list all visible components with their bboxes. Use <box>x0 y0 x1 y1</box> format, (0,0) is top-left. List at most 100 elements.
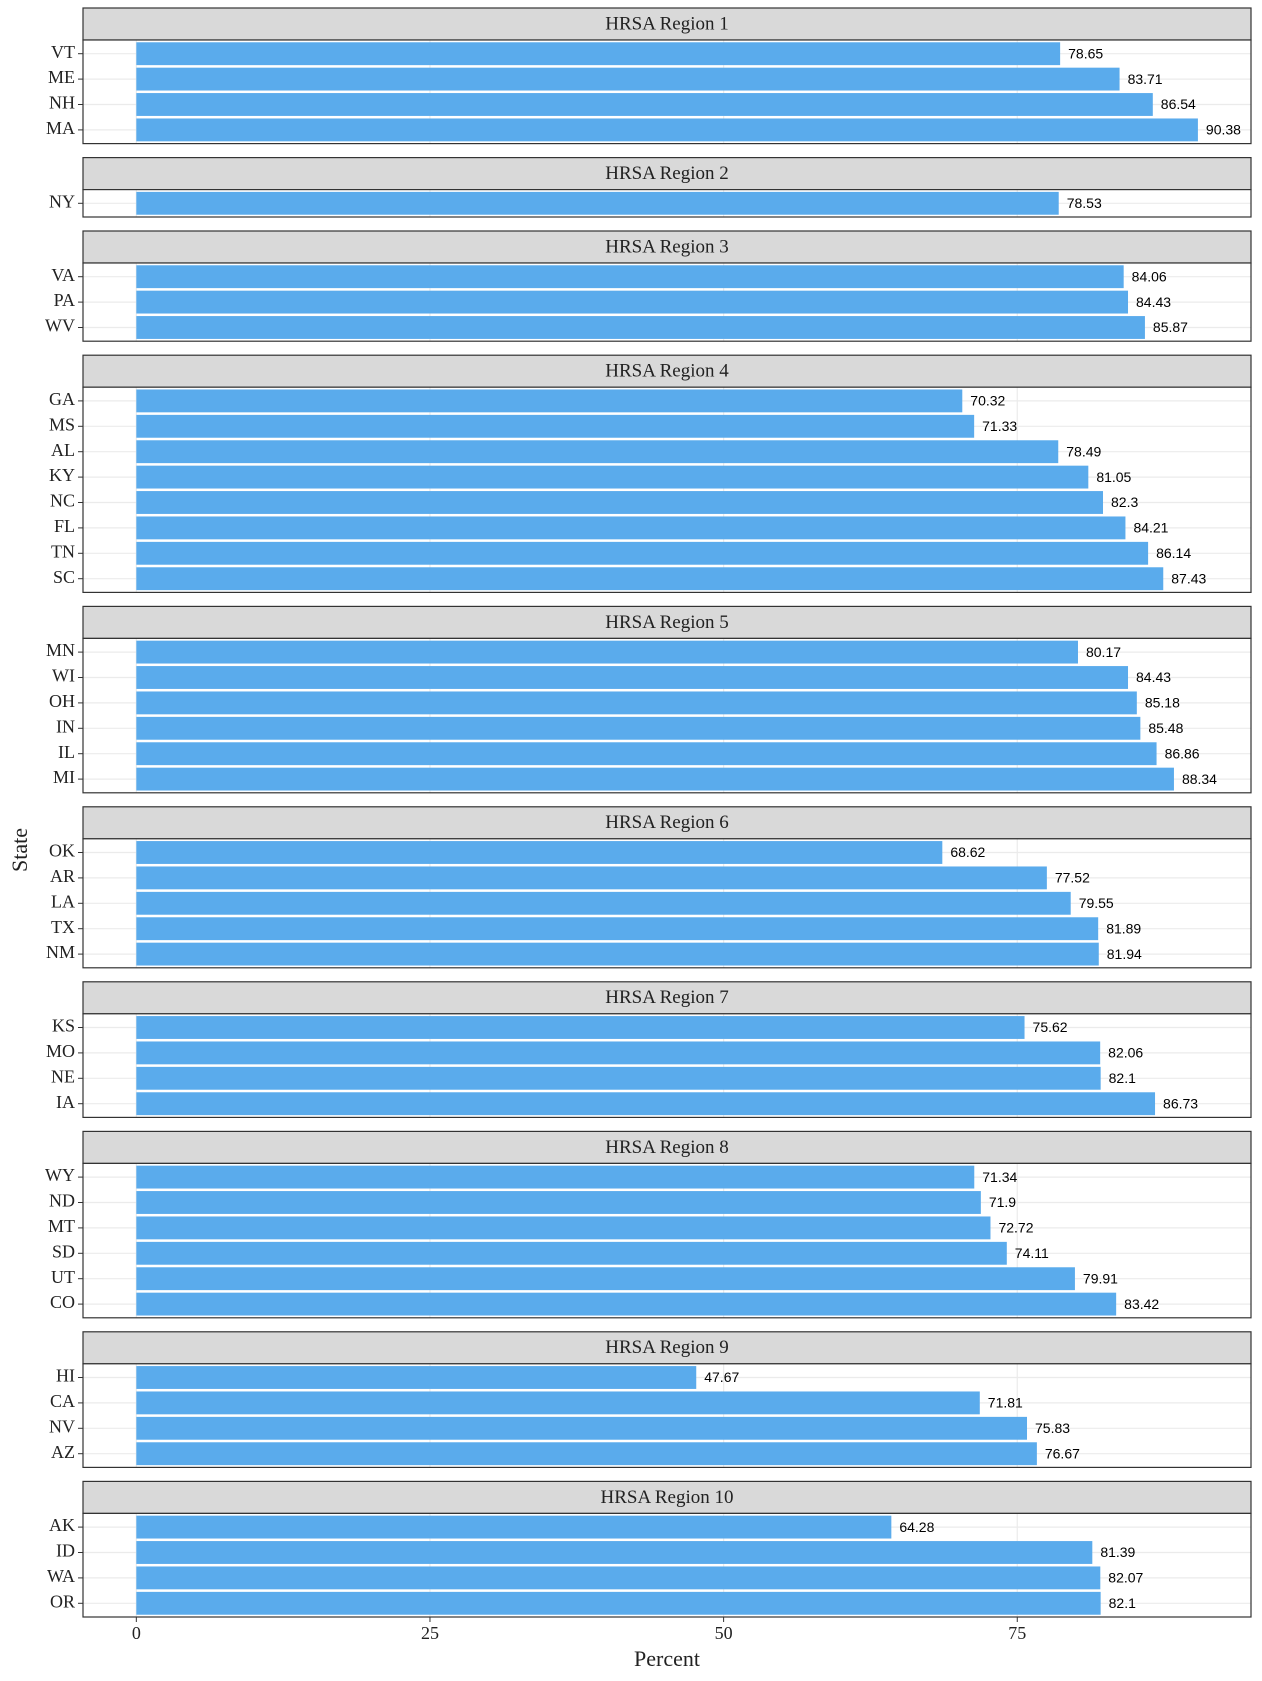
y-tick-label: WY <box>45 1165 75 1185</box>
value-label: 87.43 <box>1171 570 1206 586</box>
bar <box>136 917 1099 941</box>
value-label: 75.83 <box>1035 1420 1070 1436</box>
panel-border <box>82 189 1252 218</box>
bar <box>136 67 1120 91</box>
panel-title: HRSA Region 3 <box>605 236 729 257</box>
value-label: 81.89 <box>1106 920 1141 936</box>
panel-border <box>82 1162 1252 1319</box>
y-tick-label: CO <box>50 1292 75 1312</box>
bar <box>136 541 1149 565</box>
value-label: 70.32 <box>970 393 1005 409</box>
bar <box>136 491 1104 514</box>
bar <box>136 1566 1101 1590</box>
value-label: 71.34 <box>982 1169 1017 1185</box>
y-tick-label: AR <box>50 866 75 886</box>
bar <box>136 1016 1025 1039</box>
panel-border <box>82 1013 1252 1118</box>
bar <box>136 516 1126 540</box>
value-label: 84.43 <box>1136 294 1171 310</box>
y-tick-label: SD <box>52 1241 75 1261</box>
panel-title: HRSA Region 5 <box>605 612 729 633</box>
bar <box>136 316 1145 339</box>
y-axis-title: State <box>7 828 32 872</box>
x-axis-title: Percent <box>634 1646 700 1671</box>
y-tick-label: VT <box>51 42 75 62</box>
value-label: 77.52 <box>1055 870 1090 886</box>
value-label: 85.18 <box>1145 695 1180 711</box>
y-tick-label: TX <box>51 917 75 937</box>
y-tick-label: IL <box>58 742 75 762</box>
y-tick-label: AK <box>49 1515 75 1535</box>
value-label: 88.34 <box>1182 771 1217 787</box>
panel-header <box>82 605 1252 640</box>
bar <box>136 42 1061 66</box>
value-label: 75.62 <box>1033 1019 1068 1035</box>
panel-header <box>82 1331 1252 1365</box>
bar <box>136 1092 1156 1116</box>
bar <box>136 465 1089 489</box>
bar <box>136 265 1124 289</box>
bar <box>136 866 1047 890</box>
y-tick-label: WA <box>47 1566 75 1586</box>
value-label: 71.9 <box>989 1194 1016 1210</box>
panel-title: HRSA Region 6 <box>605 812 729 833</box>
value-label: 81.05 <box>1096 469 1131 485</box>
value-label: 83.42 <box>1124 1296 1159 1312</box>
y-tick-label: KS <box>52 1016 75 1036</box>
y-tick-label: OK <box>49 841 75 861</box>
value-label: 82.06 <box>1108 1045 1143 1061</box>
y-tick-label: CA <box>50 1391 75 1411</box>
value-label: 47.67 <box>704 1369 739 1385</box>
y-tick-label: ID <box>56 1541 75 1561</box>
panel-title: HRSA Region 8 <box>605 1137 729 1158</box>
y-tick-label: AZ <box>51 1442 75 1462</box>
value-label: 71.81 <box>988 1395 1023 1411</box>
panel-header <box>82 157 1252 191</box>
bar <box>136 716 1141 740</box>
value-label: 85.87 <box>1153 319 1188 335</box>
value-label: 76.67 <box>1045 1445 1080 1461</box>
x-tick-label: 0 <box>132 1623 141 1643</box>
value-label: 82.1 <box>1109 1070 1136 1086</box>
y-tick-label: VA <box>51 265 75 285</box>
bar <box>136 891 1071 915</box>
bar <box>136 1515 892 1539</box>
panel-title: HRSA Region 9 <box>605 1337 729 1358</box>
y-tick-label: NC <box>50 491 75 511</box>
panel-title: HRSA Region 10 <box>600 1487 733 1508</box>
bar <box>136 1241 1007 1265</box>
bar <box>136 389 963 413</box>
panel-border <box>82 838 1252 969</box>
value-label: 78.53 <box>1067 195 1102 211</box>
bar <box>136 191 1059 215</box>
bar <box>136 1391 980 1415</box>
y-tick-label: LA <box>51 891 75 911</box>
bar <box>136 1366 697 1389</box>
y-tick-label: ND <box>49 1191 75 1211</box>
bar <box>136 1066 1101 1090</box>
bar <box>136 1191 981 1214</box>
y-tick-label: MA <box>46 118 75 138</box>
y-tick-label: OH <box>49 691 75 711</box>
y-tick-label: OR <box>50 1591 75 1611</box>
value-label: 90.38 <box>1206 122 1241 138</box>
bar <box>136 1442 1037 1466</box>
panel-title: HRSA Region 1 <box>605 13 729 34</box>
y-tick-label: MT <box>48 1216 75 1236</box>
value-label: 82.3 <box>1111 494 1138 510</box>
bar <box>136 414 975 438</box>
y-tick-label: NV <box>49 1416 75 1436</box>
value-label: 78.49 <box>1066 443 1101 459</box>
value-label: 83.71 <box>1128 71 1163 87</box>
value-label: 84.06 <box>1132 268 1167 284</box>
y-tick-label: NH <box>49 93 75 113</box>
bar <box>136 1541 1093 1564</box>
y-tick-label: NE <box>51 1066 75 1086</box>
y-tick-label: UT <box>51 1267 75 1287</box>
bar <box>136 290 1129 314</box>
panel-border <box>82 386 1252 594</box>
y-tick-label: KY <box>49 465 75 485</box>
y-tick-label: ME <box>48 67 75 87</box>
panel-border <box>82 262 1252 342</box>
